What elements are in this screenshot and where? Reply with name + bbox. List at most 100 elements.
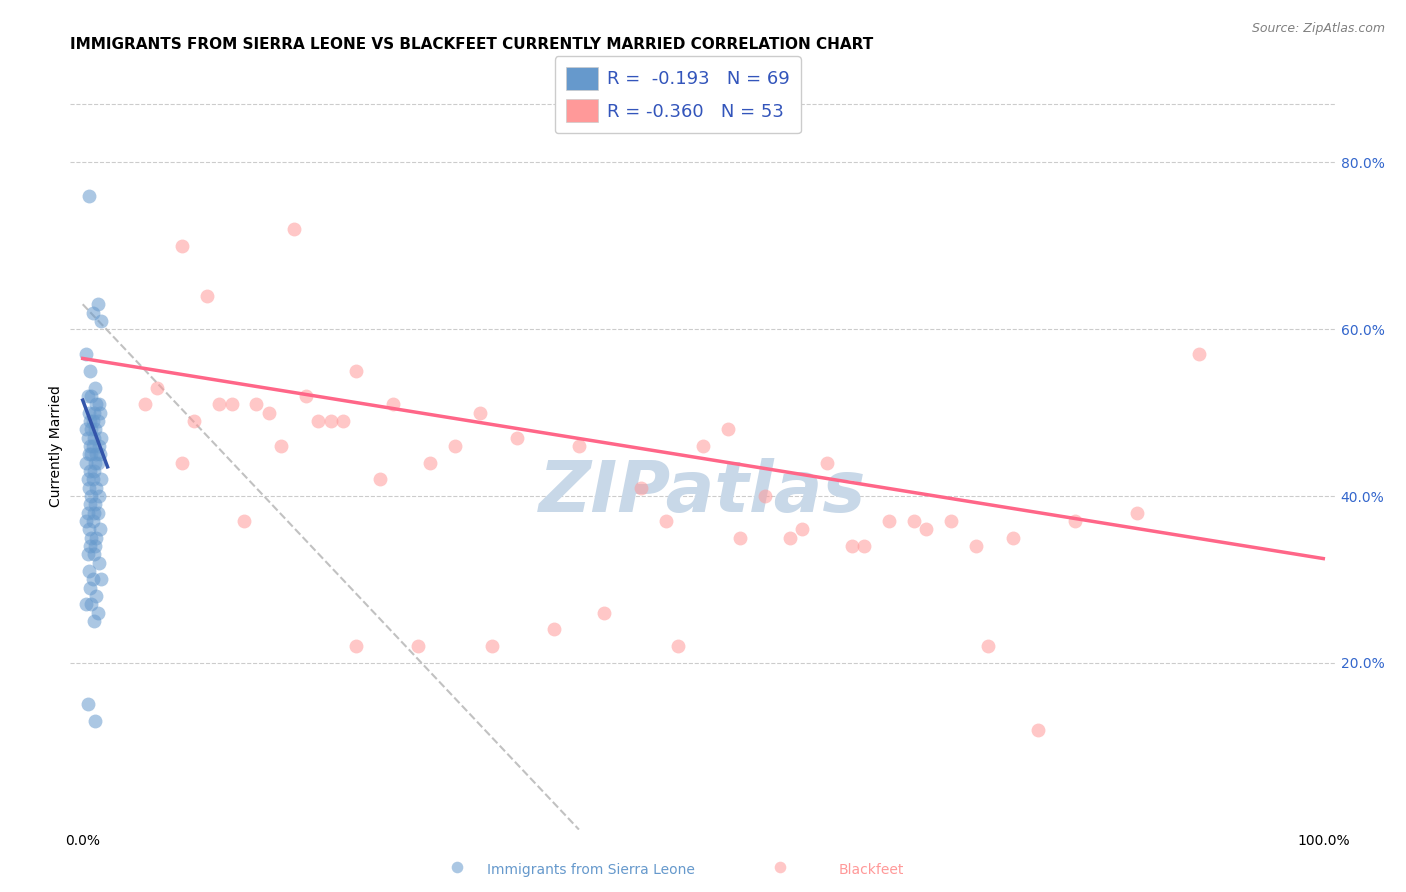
Point: [76, 472, 98, 486]
Point: [86, 456, 108, 470]
Point: [82, 573, 104, 587]
Y-axis label: Currently Married: Currently Married: [49, 385, 63, 507]
Point: [717, 422, 740, 436]
Point: [245, 397, 267, 411]
Point: [1026, 723, 1049, 737]
Point: [76, 548, 98, 562]
Point: [481, 639, 503, 653]
Point: [170, 456, 193, 470]
Point: [257, 406, 280, 420]
Point: [769, 860, 792, 874]
Point: [283, 222, 305, 236]
Point: [1126, 506, 1149, 520]
Point: [853, 539, 876, 553]
Point: [543, 623, 565, 637]
Point: [83, 548, 105, 562]
Point: [592, 606, 614, 620]
Point: [86, 397, 108, 411]
Point: [195, 289, 218, 303]
Point: [86, 606, 108, 620]
Point: [568, 439, 591, 453]
Point: [82, 305, 104, 319]
Point: [221, 397, 243, 411]
Point: [80, 389, 103, 403]
Point: [877, 514, 900, 528]
Point: [79, 364, 101, 378]
Point: [903, 514, 925, 528]
Point: [76, 698, 98, 712]
Point: [90, 573, 112, 587]
Point: [86, 414, 108, 428]
Point: [270, 439, 292, 453]
Point: [87, 489, 110, 503]
Point: [80, 422, 103, 436]
Point: [344, 364, 367, 378]
Point: [381, 397, 404, 411]
Point: [89, 447, 111, 461]
Point: [90, 472, 112, 486]
Point: [79, 414, 101, 428]
Text: Immigrants from Sierra Leone: Immigrants from Sierra Leone: [486, 863, 695, 877]
Point: [295, 389, 318, 403]
Point: [779, 531, 801, 545]
Point: [444, 439, 467, 453]
Point: [332, 414, 354, 428]
Point: [86, 297, 108, 311]
Point: [79, 439, 101, 453]
Point: [83, 614, 105, 628]
Point: [77, 406, 100, 420]
Point: [76, 389, 98, 403]
Point: [84, 539, 107, 553]
Point: [77, 522, 100, 536]
Point: [82, 414, 104, 428]
Point: [87, 397, 110, 411]
Point: [75, 347, 97, 361]
Point: [84, 497, 107, 511]
Point: [90, 314, 112, 328]
Point: [208, 397, 231, 411]
Point: [86, 447, 108, 461]
Point: [344, 639, 367, 653]
Point: [630, 481, 652, 495]
Point: [84, 714, 107, 728]
Point: [1002, 531, 1025, 545]
Point: [86, 506, 108, 520]
Point: [80, 598, 103, 612]
Point: [80, 447, 103, 461]
Point: [86, 589, 108, 603]
Point: [754, 489, 776, 503]
Point: [77, 481, 100, 495]
Point: [76, 506, 98, 520]
Point: [446, 860, 468, 874]
Point: [233, 514, 256, 528]
Point: [84, 381, 107, 395]
Point: [370, 472, 392, 486]
Point: [841, 539, 863, 553]
Point: [82, 439, 104, 453]
Point: [468, 406, 491, 420]
Point: [89, 406, 111, 420]
Point: [80, 489, 103, 503]
Point: [84, 456, 107, 470]
Point: [939, 514, 962, 528]
Point: [728, 531, 751, 545]
Point: [692, 439, 714, 453]
Point: [965, 539, 987, 553]
Point: [76, 431, 98, 445]
Point: [666, 639, 689, 653]
Point: [977, 639, 1000, 653]
Point: [83, 431, 105, 445]
Point: [307, 414, 329, 428]
Point: [134, 397, 156, 411]
Point: [79, 581, 101, 595]
Text: Source: ZipAtlas.com: Source: ZipAtlas.com: [1251, 22, 1385, 36]
Point: [75, 598, 97, 612]
Point: [77, 447, 100, 461]
Point: [915, 522, 938, 536]
Point: [146, 381, 169, 395]
Point: [87, 439, 110, 453]
Point: [75, 422, 97, 436]
Point: [84, 422, 107, 436]
Point: [1188, 347, 1211, 361]
Point: [406, 639, 429, 653]
